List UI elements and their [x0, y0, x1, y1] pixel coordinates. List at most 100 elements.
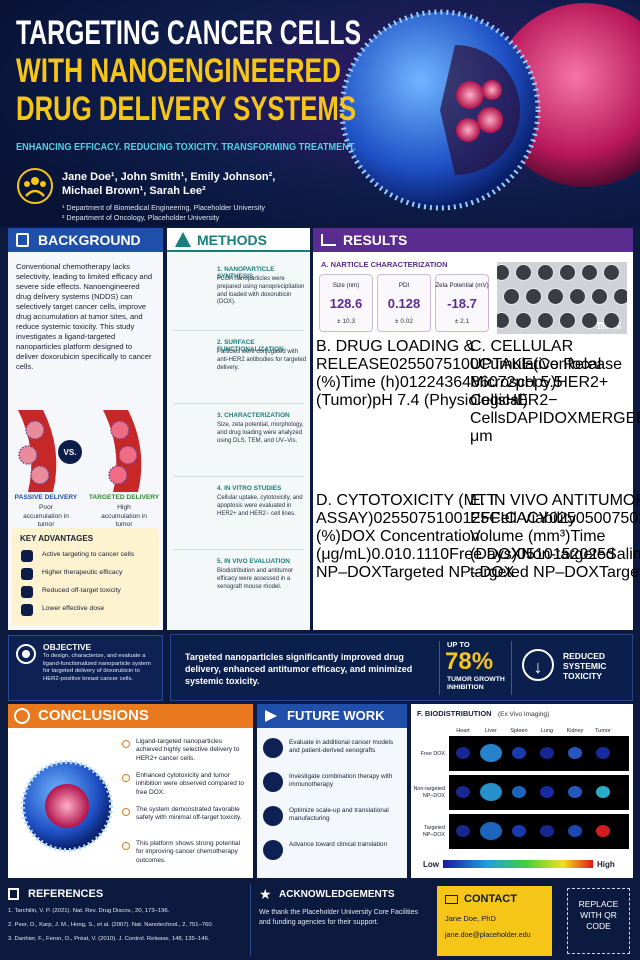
organ-signal — [480, 783, 502, 801]
organ-signal — [480, 744, 502, 762]
step-title: 5. IN VIVO EVALUATION — [217, 558, 290, 565]
uptake-row: DOX — [542, 410, 578, 427]
future-icon — [263, 840, 283, 860]
uptake-column: HER2+ Cells — [470, 374, 609, 409]
tem-particle — [503, 288, 520, 305]
drug — [482, 80, 502, 100]
low-label: Low — [423, 860, 440, 869]
cutaway — [440, 45, 520, 175]
step-text: PLGA nanoparticles were prepared using n… — [217, 276, 305, 306]
legend-label: Targeted NP–DOX — [598, 564, 640, 581]
x-tick-label: 15 — [552, 546, 571, 563]
check-icon — [14, 708, 30, 724]
tem-particle — [603, 264, 620, 281]
y-tick-label: 50 — [416, 356, 435, 373]
tem-image: 100 nm — [497, 262, 627, 334]
future-icon — [263, 772, 283, 792]
advantage-item: Lower effective dose — [42, 605, 105, 612]
x-tick-label: 36 — [444, 374, 463, 391]
key-advantages-heading: KEY ADVANTAGES — [20, 534, 94, 543]
chart-title: B. DRUG LOADING & RELEASE — [316, 338, 475, 373]
y-axis-label: Cumulative Release (%) — [316, 356, 622, 391]
tem-particle — [547, 288, 564, 305]
chart: D. CYTOTOXICITY (MTT ASSAY)0255075100125… — [316, 492, 640, 582]
reference: 2. Peer, D., Karp, J. M., Hong, S., et a… — [8, 922, 214, 928]
delivery-illustration: VS. — [18, 410, 142, 492]
drug — [456, 118, 480, 142]
step-text: Cellular uptake, cytotoxicity, and apopt… — [217, 495, 303, 517]
background-text: Conventional chemotherapy lacks selectiv… — [16, 262, 153, 372]
x-tick-label: 10 — [431, 546, 450, 563]
vs-label: VS. — [64, 448, 77, 457]
metric-value: 128.6 — [329, 296, 363, 311]
bio-row-part: Targeted — [424, 825, 445, 831]
passive-desc: Poor accumulation in tumor — [23, 504, 69, 529]
y-tick-label: 100 — [452, 356, 479, 373]
organ-signal — [540, 747, 554, 759]
metric-error: ± 2.1 — [454, 318, 470, 325]
header: TARGETING CANCER CELLS WITH NANOENGINEER… — [0, 0, 640, 226]
x-tick-label: 0 — [517, 546, 527, 563]
section-heading: RESULTS — [313, 228, 633, 252]
y-tick-label: 750 — [611, 510, 639, 527]
section-heading: CONCLUSIONS — [8, 704, 253, 728]
organ-signal — [456, 747, 470, 759]
summary-banner: Targeted nanoparticles significantly imp… — [170, 634, 633, 701]
authors: Jane Doe¹, John Smith¹, Emily Johnson², — [62, 171, 275, 183]
authors: Michael Brown¹, Sarah Lee² — [62, 185, 206, 197]
methods-panel: METHODS 1. NANOPARTICLE SYNTHESIS PLGA na… — [167, 228, 310, 630]
step-divider — [173, 549, 304, 550]
reference: 1. Tarchilin, V. P. (2021). Nat. Rev. Dr… — [8, 908, 170, 914]
organ-signal — [596, 825, 610, 837]
background-panel: BACKGROUND Conventional chemotherapy lac… — [8, 228, 163, 630]
target-icon-core — [22, 650, 30, 658]
conclusion-check — [122, 808, 130, 816]
reference: 3. Danhier, F., Feron, O., Préat, V. (20… — [8, 936, 210, 942]
x-tick-label: 60 — [479, 374, 498, 391]
conclusion-check — [122, 774, 130, 782]
section-heading: BACKGROUND — [8, 228, 163, 252]
advantage-icon — [21, 568, 33, 580]
chart-icon — [321, 234, 336, 246]
x-tick-label: 25 — [588, 546, 607, 563]
bio-row: Free DOX — [421, 751, 446, 757]
y-axis-label: Cell Viability (%) — [316, 510, 577, 545]
tem-particle — [537, 264, 554, 281]
colorbar — [443, 860, 593, 868]
icon-part — [25, 189, 45, 197]
objective-text: To design, characterize, and evaluate a … — [43, 653, 151, 682]
bio-column: Kidney — [567, 728, 584, 734]
tagline: ENHANCING EFFICACY. REDUCING TOXICITY. T… — [16, 141, 356, 153]
drug — [456, 81, 484, 109]
target-icon — [16, 644, 36, 664]
organ-signal — [480, 822, 502, 840]
y-tick-label: 25 — [398, 356, 417, 373]
y-tick-label: 0 — [373, 510, 383, 527]
tem-particle — [613, 288, 627, 305]
acknowledgements: ★ ACKNOWLEDGEMENTS We thank the Placehol… — [250, 884, 430, 956]
y-tick-label: 500 — [584, 510, 612, 527]
x-tick-label: 10 — [534, 546, 553, 563]
organ-signal — [568, 825, 582, 837]
doc-icon — [16, 233, 29, 247]
tem-particle — [603, 312, 620, 329]
conclusion-item: Enhanced cytotoxicity and tumor inhibiti… — [136, 772, 245, 796]
chart: C. CELLULAR UPTAKE(Confocal Microscopy)H… — [470, 338, 640, 446]
advantage-item: Reduced off-target toxicity — [42, 587, 121, 594]
conclusion-check — [122, 842, 130, 850]
bio-row: Non-targeted NP–DOX — [414, 786, 446, 799]
conclusions-panel: CONCLUSIONS Ligand-targeted nanoparticle… — [8, 704, 253, 878]
step-text: Biodistribution and antitumor efficacy w… — [217, 568, 294, 590]
vs-badge — [58, 440, 82, 464]
authors-icon — [17, 168, 53, 204]
flask-icon — [175, 232, 191, 247]
metric-error: ± 0.02 — [394, 318, 414, 325]
mail-icon — [445, 895, 458, 904]
bio-subtitle: (Ex Vivo Imaging) — [498, 711, 549, 718]
bio-row-part: NP–DOX — [423, 832, 446, 838]
tem-particle — [525, 288, 542, 305]
chart-title: E. IN VIVO ANTITUMOR EFFICACY — [470, 492, 640, 527]
future-item: Evaluate in additional cancer models and… — [289, 739, 394, 755]
x-axis-label: Time (Days) — [470, 528, 606, 563]
organ-signal — [512, 825, 526, 837]
